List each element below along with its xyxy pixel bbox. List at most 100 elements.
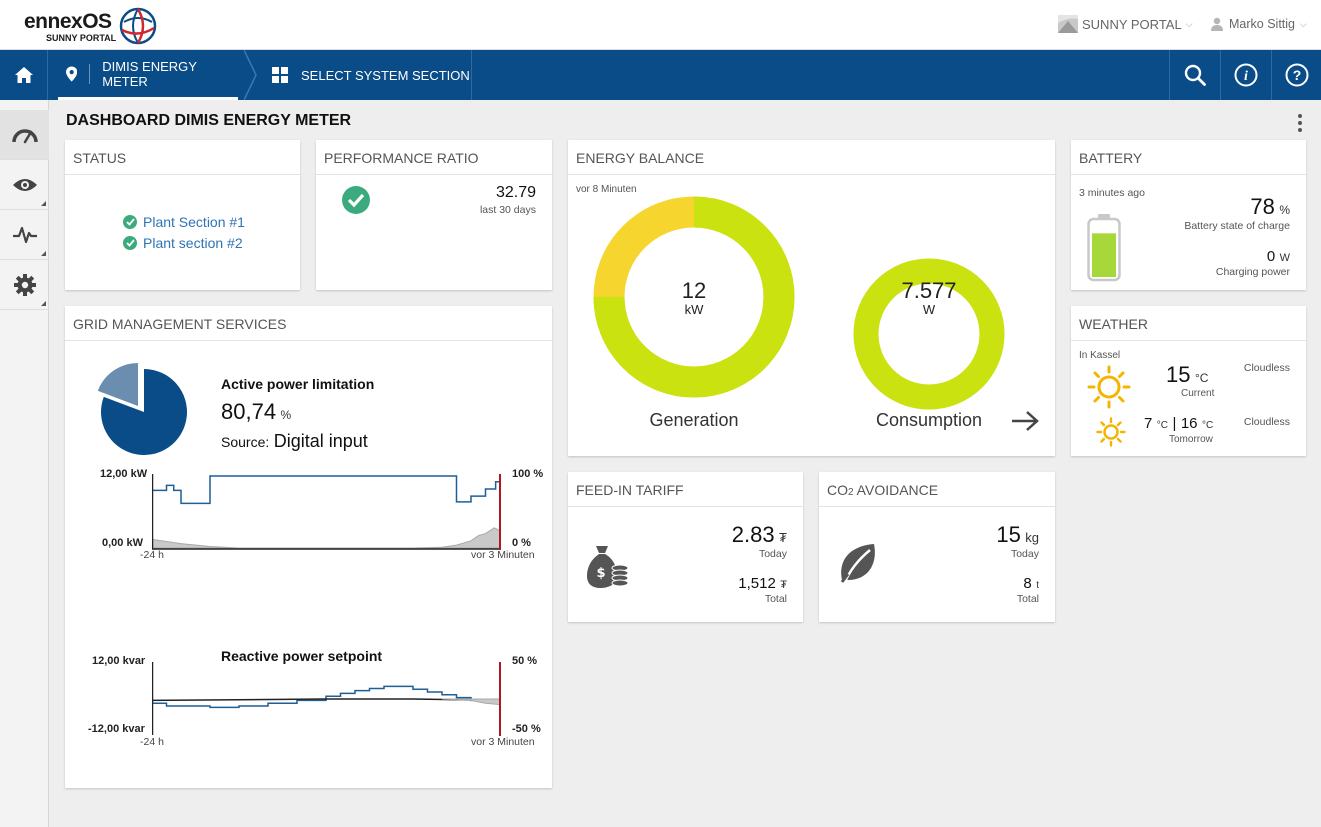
top-header: ennexOS SUNNY PORTAL SUNNY PORTAL ⌵ Mark… xyxy=(0,0,1321,50)
submenu-indicator xyxy=(41,301,46,306)
rps-chart-ytop-right: 50 % xyxy=(512,655,538,667)
chevron-down-icon: ⌵ xyxy=(1185,18,1193,29)
battery-icon xyxy=(1087,214,1121,282)
dot-icon xyxy=(1298,121,1302,125)
rps-chart-x-end: vor 3 Minuten xyxy=(471,736,535,748)
apl-source-prefix: Source: xyxy=(221,434,270,450)
money-bag-icon: $ xyxy=(587,546,629,588)
generation-donut[interactable] xyxy=(593,196,795,398)
feed-in-total: 1,512 ₮ xyxy=(738,575,787,593)
svg-text:?: ? xyxy=(1292,67,1301,83)
generation-label: Generation xyxy=(649,410,739,430)
rps-title: Reactive power setpoint xyxy=(221,648,383,664)
sidebar-item-analysis[interactable] xyxy=(0,210,49,260)
check-circle-icon xyxy=(342,186,370,214)
feed-in-today-currency: ₮ xyxy=(779,530,787,545)
feed-in-total-value: 1,512 xyxy=(738,575,776,592)
breadcrumb-divider xyxy=(89,63,91,84)
arrow-right-icon[interactable] xyxy=(1010,410,1040,432)
apl-chart-x-start: -24 h xyxy=(140,549,164,561)
home-icon xyxy=(14,67,33,83)
status-item-label: Plant section #2 xyxy=(143,235,243,251)
consumption-arc xyxy=(853,258,1005,410)
apl-chart-ybottom-right: 0 % xyxy=(512,537,531,549)
leaf-icon xyxy=(840,544,875,585)
dot-icon xyxy=(1298,128,1302,132)
status-card: STATUS Plant Section #1 Plant section #2 xyxy=(65,140,300,290)
eye-icon xyxy=(12,178,37,191)
chevron-down-icon: ⌵ xyxy=(1300,18,1307,29)
battery-soc-value: 78 xyxy=(1250,194,1275,219)
tomorrow-unit: °C xyxy=(1201,420,1214,431)
feed-in-today: 2.83 ₮ xyxy=(732,522,787,548)
current-label: Current xyxy=(1181,388,1215,399)
co2-today-unit: kg xyxy=(1025,530,1039,545)
search-icon xyxy=(1184,64,1206,86)
consumption-value: 7.577 xyxy=(901,278,957,303)
status-item[interactable]: Plant section #2 xyxy=(123,235,243,251)
apl-pie-slice-limited xyxy=(101,369,187,455)
logo-subtext: SUNNY PORTAL xyxy=(46,33,117,43)
tomorrow-max: 16 xyxy=(1180,415,1198,432)
help-icon: ? xyxy=(1285,63,1308,87)
tomorrow-condition: Cloudless xyxy=(1243,416,1290,428)
apl-value: 80,74 xyxy=(221,399,277,424)
energy-timestamp: vor 8 Minuten xyxy=(576,184,637,195)
consumption-donut[interactable] xyxy=(851,256,1007,412)
battery-timestamp: 3 minutes ago xyxy=(1079,187,1145,199)
pulse-icon xyxy=(12,226,37,243)
home-button[interactable] xyxy=(0,50,48,100)
rps-chart-ytop-left: 12,00 kvar xyxy=(92,655,146,667)
main-navbar: DIMIS ENERGY METER SELECT SYSTEM SECTION… xyxy=(0,50,1321,100)
rps-line-chart[interactable] xyxy=(152,662,504,736)
sunny-portal-label: SUNNY PORTAL xyxy=(1082,16,1182,32)
location-pin-icon xyxy=(66,65,78,82)
search-button[interactable] xyxy=(1169,50,1219,100)
battery-card: BATTERY 3 minutes ago 78 % Battery state… xyxy=(1071,140,1306,290)
svg-text:$: $ xyxy=(596,566,605,581)
apl-pie-slice-free xyxy=(98,363,138,406)
apl-title: Active power limitation xyxy=(221,376,375,392)
co2-total-label: Total xyxy=(1016,593,1039,605)
breadcrumb-arrow-icon xyxy=(244,50,257,100)
submenu-indicator xyxy=(41,201,46,206)
feed-in-total-label: Total xyxy=(764,593,787,605)
sidebar-item-monitoring[interactable] xyxy=(0,160,49,210)
select-system-section[interactable]: SELECT SYSTEM SECTION xyxy=(272,50,472,100)
user-menu[interactable]: Marko Sittig ⌵ xyxy=(1210,14,1307,34)
help-button[interactable]: ? xyxy=(1271,50,1321,100)
generation-value: 12 xyxy=(681,278,707,303)
performance-ratio-card: PERFORMANCE RATIO 32.79 last 30 days xyxy=(316,140,552,290)
feed-in-total-currency: ₮ xyxy=(780,579,787,591)
ennexos-logo[interactable]: ennexOS SUNNY PORTAL xyxy=(24,6,164,46)
apl-unit: % xyxy=(280,408,292,422)
feed-in-title: FEED-IN TARIFF xyxy=(568,472,803,507)
energy-balance-card: ENERGY BALANCE vor 8 Minuten 12 kW 7.577… xyxy=(568,140,1055,456)
more-options-button[interactable] xyxy=(1293,114,1307,132)
select-system-section-label: SELECT SYSTEM SECTION xyxy=(301,67,470,83)
sidebar-item-settings[interactable] xyxy=(0,260,49,310)
sun-icon xyxy=(1087,365,1131,409)
grid-management-title: GRID MANAGEMENT SERVICES xyxy=(65,306,552,341)
apl-pie-chart[interactable] xyxy=(98,362,190,458)
submenu-indicator xyxy=(41,251,46,256)
apl-line-chart[interactable] xyxy=(152,474,504,550)
sunny-portal-switch[interactable]: SUNNY PORTAL ⌵ xyxy=(1058,14,1193,34)
feed-in-today-label: Today xyxy=(758,548,787,560)
feed-in-tariff-card: FEED-IN TARIFF $ 2.83 ₮ Today 1,512 ₮ To… xyxy=(568,472,803,622)
charging-power-label: Charging power xyxy=(1215,266,1290,278)
status-item[interactable]: Plant Section #1 xyxy=(123,214,245,230)
generation-arc xyxy=(593,196,795,398)
breadcrumb-location[interactable]: DIMIS ENERGY METER xyxy=(58,50,238,100)
battery-fill xyxy=(1092,233,1116,277)
weather-card: WEATHER In Kassel 15 °C Current Cloudles… xyxy=(1071,306,1306,456)
user-icon xyxy=(1211,17,1223,31)
co2-total-unit: t xyxy=(1036,580,1039,591)
rps-chart-ybottom-right: -50 % xyxy=(512,723,541,735)
current-temp-value: 15 xyxy=(1166,362,1191,387)
info-button[interactable]: i xyxy=(1220,50,1270,100)
status-card-title: STATUS xyxy=(65,140,300,175)
sidebar-item-dashboard[interactable] xyxy=(0,110,49,160)
tomorrow-separator: | xyxy=(1172,415,1177,432)
gauge-icon xyxy=(11,128,38,143)
